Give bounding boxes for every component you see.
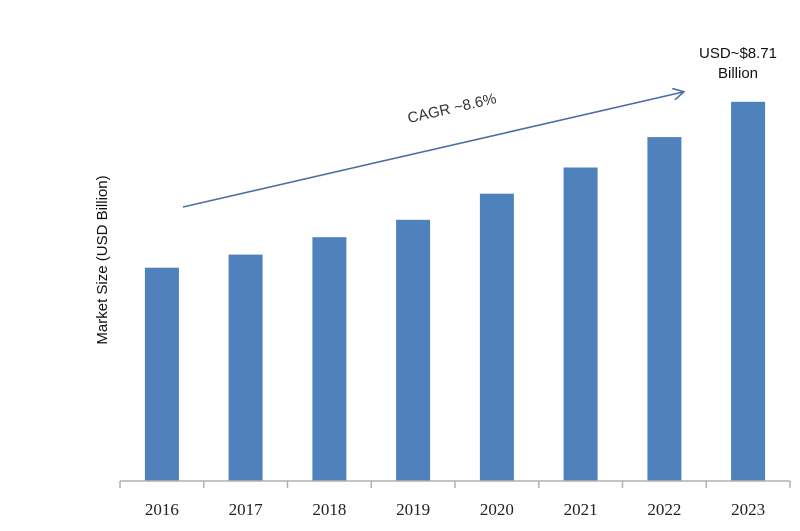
final-value-annotation-line2: Billion	[718, 65, 758, 82]
x-tick-label-2021: 2021	[564, 500, 598, 519]
bar-2023	[731, 101, 766, 482]
cagr-arrow	[182, 92, 683, 208]
bar-2020	[479, 193, 514, 481]
x-tick-label-2017: 2017	[229, 500, 264, 519]
bar-2018	[312, 237, 347, 481]
final-value-annotation-line1: USD~$8.71	[699, 45, 777, 62]
x-tick-labels: 2016 2017 2018 2019 2020 2021 2022 2023	[145, 500, 765, 519]
cagr-label: CAGR ~8.6%	[406, 90, 498, 127]
x-tick-label-2018: 2018	[312, 500, 346, 519]
x-tick-label-2020: 2020	[480, 500, 514, 519]
y-axis-label: Market Size (USD Billion)	[94, 175, 111, 344]
x-tick-marks	[119, 481, 791, 488]
x-tick-label-2022: 2022	[647, 500, 681, 519]
x-tick-label-2019: 2019	[396, 500, 430, 519]
x-tick-label-2016: 2016	[145, 500, 179, 519]
bar-2022	[647, 137, 682, 481]
bars-group	[144, 101, 766, 482]
x-tick-label-2023: 2023	[731, 500, 765, 519]
bar-2021	[563, 167, 598, 481]
bar-2017	[228, 254, 263, 481]
bar-2016	[144, 267, 179, 481]
bar-2019	[396, 219, 431, 482]
